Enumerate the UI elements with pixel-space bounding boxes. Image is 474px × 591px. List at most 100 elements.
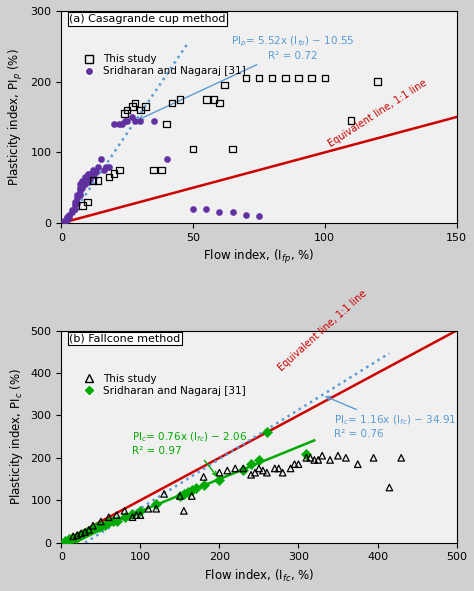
Point [100, 165, 107, 175]
Point [137, 116, 144, 125]
Point [73, 532, 81, 542]
Legend: This study, Sridharan and Nagaraj [31]: This study, Sridharan and Nagaraj [31] [74, 370, 249, 400]
Point [150, 116, 157, 125]
Point [202, 95, 210, 104]
Point [310, 455, 318, 465]
Point [105, 518, 112, 527]
Point [129, 102, 137, 111]
Point [89, 524, 97, 534]
Point [176, 491, 184, 501]
Text: (a) Casagrande cup method: (a) Casagrande cup method [69, 14, 226, 24]
Point [308, 73, 315, 83]
Point [105, 512, 112, 522]
Point [216, 208, 223, 217]
Point [76, 190, 83, 200]
Point [255, 464, 263, 473]
Point [200, 472, 208, 482]
Point [81, 527, 89, 537]
Point [255, 212, 263, 221]
Point [385, 483, 393, 492]
Point [216, 475, 223, 485]
Point [137, 506, 144, 515]
Point [268, 73, 276, 83]
Point [76, 180, 83, 189]
Point [210, 95, 218, 104]
Point [251, 468, 259, 478]
Point [62, 536, 69, 545]
Point [101, 520, 109, 530]
Point [137, 511, 144, 520]
Point [263, 468, 271, 478]
Point [84, 173, 91, 182]
Point [326, 455, 334, 465]
Point [97, 517, 105, 526]
Point [131, 116, 139, 125]
Point [63, 213, 71, 222]
Point [121, 512, 128, 522]
Point [295, 73, 302, 83]
X-axis label: Flow index, (I$_{fc}$, %): Flow index, (I$_{fc}$, %) [204, 568, 314, 584]
Point [73, 530, 81, 540]
Point [113, 511, 120, 520]
Point [247, 459, 255, 469]
Point [84, 177, 91, 187]
Point [121, 116, 128, 125]
Point [113, 516, 120, 525]
Point [75, 531, 82, 541]
Point [129, 512, 137, 522]
Point [85, 525, 93, 535]
Text: Equivalent line, 1:1 line: Equivalent line, 1:1 line [327, 77, 428, 149]
Point [192, 483, 200, 492]
Point [73, 194, 81, 203]
Point [65, 534, 73, 544]
Point [189, 144, 197, 154]
Point [342, 453, 350, 463]
Point [69, 531, 77, 541]
Point [163, 155, 171, 164]
Point [69, 534, 77, 543]
Y-axis label: Plasticity index, PI$_c$ (%): Plasticity index, PI$_c$ (%) [8, 368, 25, 505]
Point [76, 183, 83, 193]
Point [65, 210, 73, 219]
Point [67, 534, 74, 544]
Point [97, 521, 105, 531]
Point [105, 173, 112, 182]
Point [95, 522, 103, 531]
Point [123, 116, 131, 125]
Point [158, 165, 165, 175]
Point [302, 453, 310, 463]
Point [168, 98, 176, 108]
Point [216, 98, 223, 108]
Point [94, 176, 102, 186]
Point [189, 204, 197, 214]
Point [131, 98, 139, 108]
Point [60, 216, 68, 226]
Point [65, 213, 73, 222]
Point [87, 174, 94, 184]
Point [116, 119, 123, 129]
Point [83, 527, 91, 537]
Point [231, 464, 239, 473]
Point [354, 459, 362, 469]
Point [188, 491, 196, 501]
Point [242, 73, 250, 83]
Point [153, 504, 160, 514]
Point [321, 73, 328, 83]
Point [239, 464, 247, 473]
Point [71, 197, 78, 207]
Point [259, 466, 267, 475]
Point [81, 528, 89, 538]
Point [291, 459, 298, 469]
Point [88, 525, 95, 535]
Point [68, 208, 76, 217]
Point [202, 204, 210, 214]
Point [121, 506, 128, 515]
Point [110, 119, 118, 129]
Point [160, 489, 168, 499]
Point [92, 167, 100, 177]
Point [87, 169, 94, 178]
Point [145, 504, 152, 514]
Point [63, 215, 71, 224]
Point [93, 522, 100, 531]
Point [79, 201, 86, 210]
